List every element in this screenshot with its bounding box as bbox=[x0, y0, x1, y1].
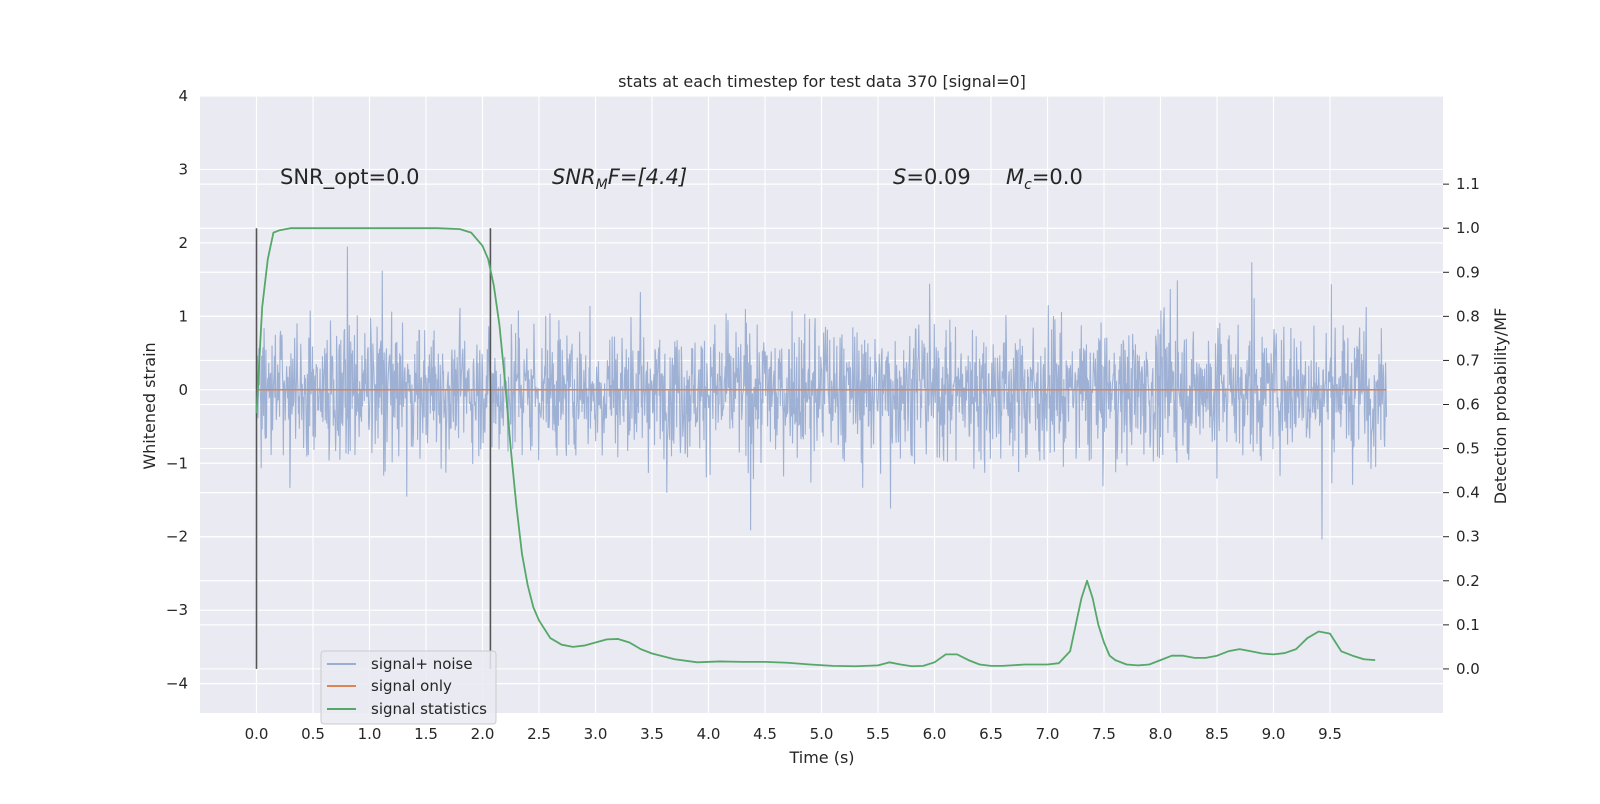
mc-label: M bbox=[1006, 165, 1024, 189]
y-right-tick-label: 0.0 bbox=[1456, 660, 1480, 678]
mc-annotation: Mc=0.0 bbox=[1006, 165, 1083, 193]
x-tick-label: 5.5 bbox=[866, 725, 890, 743]
snr-mf-subscript: M bbox=[596, 177, 608, 193]
x-tick-label: 7.5 bbox=[1092, 725, 1116, 743]
s-label: S bbox=[893, 165, 906, 189]
y-right-tick-label: 0.5 bbox=[1456, 440, 1480, 458]
legend-box bbox=[320, 650, 497, 725]
y-right-tick-labels: 1.1 1.0 0.9 0.8 0.7 0.6 0.5 0.4 0.3 0.2 0.1 0.0 bbox=[1443, 175, 1480, 678]
x-tick-label: 3.5 bbox=[640, 725, 664, 743]
vertical-markers bbox=[255, 228, 492, 669]
y-tick-label: −1 bbox=[166, 454, 188, 472]
y-tick-label: −4 bbox=[166, 675, 188, 693]
x-axis-label: Time (s) bbox=[788, 748, 854, 767]
x-tick-label: 3.0 bbox=[584, 725, 608, 743]
x-tick-label: 0.0 bbox=[245, 725, 269, 743]
y-tick-label: 0 bbox=[178, 381, 188, 399]
y-tick-label: 4 bbox=[178, 87, 188, 105]
y-right-tick-label: 0.8 bbox=[1456, 307, 1480, 325]
x-tick-label: 1.5 bbox=[414, 725, 438, 743]
y-right-tick-label: 0.7 bbox=[1456, 351, 1480, 369]
signal-statistics-line bbox=[255, 227, 1376, 668]
y-tick-label: −2 bbox=[166, 528, 188, 546]
y-tick-label: 2 bbox=[178, 234, 188, 252]
snr-opt-annotation: SNR_opt=0.0 bbox=[280, 165, 420, 190]
x-tick-label: 6.0 bbox=[923, 725, 947, 743]
x-tick-label: 0.5 bbox=[301, 725, 325, 743]
x-tick-label: 5.0 bbox=[810, 725, 834, 743]
s-value: =0.09 bbox=[906, 165, 970, 189]
x-tick-label: 8.5 bbox=[1205, 725, 1229, 743]
s-annotation: S=0.09 bbox=[893, 165, 971, 189]
y-tick-labels: 4 3 2 1 0 −1 −2 −3 −4 bbox=[166, 87, 188, 693]
x-tick-label: 2.5 bbox=[527, 725, 551, 743]
x-tick-label: 1.0 bbox=[358, 725, 382, 743]
signal-noise-line bbox=[255, 246, 1388, 540]
y-right-tick-label: 0.2 bbox=[1456, 572, 1480, 590]
mc-subscript: c bbox=[1024, 177, 1032, 193]
signal-noise-series bbox=[255, 246, 1388, 540]
snr-mf-base: SNR bbox=[552, 165, 596, 189]
x-tick-label: 7.0 bbox=[1036, 725, 1060, 743]
y-tick-label: −3 bbox=[166, 601, 188, 619]
snr-mf-annotation: SNRMF=[4.4] bbox=[552, 165, 687, 193]
mc-value: =0.0 bbox=[1032, 165, 1083, 189]
legend-label-signal-only: signal only bbox=[371, 677, 452, 695]
y-right-tick-label: 0.1 bbox=[1456, 616, 1480, 634]
x-tick-labels: 0.0 0.5 1.0 1.5 2.0 2.5 3.0 3.5 4.0 4.5 5.0 5.5 6.0 6… bbox=[245, 725, 1342, 743]
y-right-tick-label: 0.3 bbox=[1456, 528, 1480, 546]
y-axis-label: Whitened strain bbox=[140, 342, 159, 469]
x-tick-label: 2.0 bbox=[471, 725, 495, 743]
y-right-tick-label: 0.9 bbox=[1456, 263, 1480, 281]
y-right-tick-label: 1.0 bbox=[1456, 219, 1480, 237]
legend-label-signal-noise: signal+ noise bbox=[371, 655, 473, 673]
y-right-tick-label: 1.1 bbox=[1456, 175, 1480, 193]
x-tick-label: 8.0 bbox=[1149, 725, 1173, 743]
x-tick-label: 9.5 bbox=[1318, 725, 1342, 743]
x-tick-label: 4.0 bbox=[697, 725, 721, 743]
y-right-tick-label: 0.6 bbox=[1456, 396, 1480, 414]
legend: signal+ noise signal only signal statist… bbox=[320, 650, 497, 725]
y-right-axis-label: Detection probability/MF bbox=[1491, 308, 1510, 505]
legend-label-signal-statistics: signal statistics bbox=[371, 700, 487, 718]
y-tick-label: 1 bbox=[178, 307, 188, 325]
y-right-tick-label: 0.4 bbox=[1456, 484, 1480, 502]
x-tick-label: 4.5 bbox=[753, 725, 777, 743]
chart-title: stats at each timestep for test data 370… bbox=[618, 72, 1026, 91]
signal-statistics-series bbox=[255, 227, 1376, 668]
y-tick-label: 3 bbox=[178, 160, 188, 178]
snr-mf-rest: F=[4.4] bbox=[608, 165, 687, 189]
x-tick-label: 6.5 bbox=[979, 725, 1003, 743]
x-tick-label: 9.0 bbox=[1262, 725, 1286, 743]
